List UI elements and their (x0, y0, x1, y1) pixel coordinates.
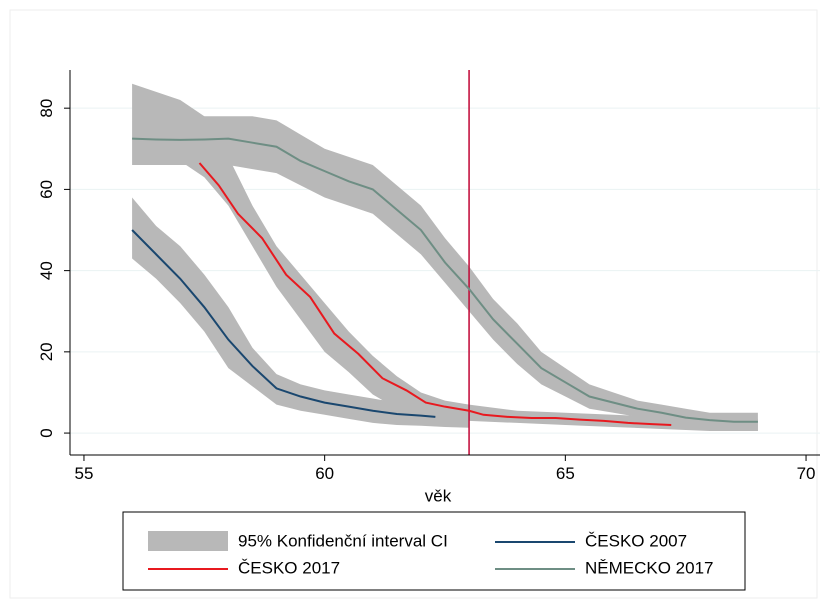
x-tick-label: 60 (315, 464, 334, 483)
y-tick-label: 80 (37, 99, 56, 118)
ci-band (132, 197, 470, 428)
ci-band (180, 116, 758, 432)
x-tick-label: 70 (797, 464, 816, 483)
y-tick-label: 60 (37, 180, 56, 199)
legend-label: ČESKO 2017 (238, 558, 340, 577)
graph-region (9, 9, 818, 599)
legend-label: ČESKO 2007 (585, 531, 687, 550)
legend-label: NĚMECKO 2017 (585, 558, 714, 577)
data-line (198, 162, 672, 426)
legend-swatch (148, 531, 228, 551)
x-axis-label: věk (425, 486, 452, 505)
legend-label: 95% Konfidenční interval CI (238, 531, 448, 550)
data-line (132, 137, 758, 423)
x-tick-label: 55 (74, 464, 93, 483)
y-tick-label: 40 (37, 261, 56, 280)
y-tick-label: 20 (37, 342, 56, 361)
ci-band (132, 83, 758, 432)
y-tick-label: 0 (37, 428, 56, 437)
x-tick-label: 65 (556, 464, 575, 483)
data-line (131, 229, 436, 418)
